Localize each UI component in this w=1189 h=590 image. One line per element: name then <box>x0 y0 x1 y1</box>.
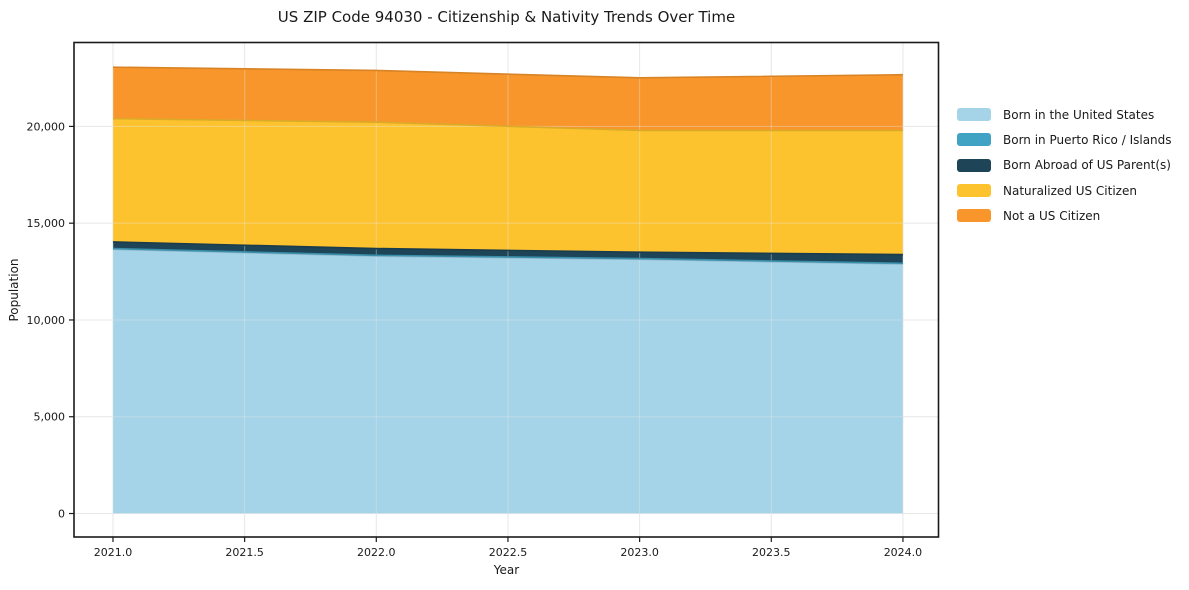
area-born-in-the-united-states <box>112 249 903 514</box>
legend-item-naturalized-us-citizen: Naturalized US Citizen <box>957 178 1172 203</box>
legend-label: Born in Puerto Rico / Islands <box>1003 132 1172 147</box>
chart-title: US ZIP Code 94030 - Citizenship & Nativi… <box>277 8 736 26</box>
legend-swatch <box>957 108 991 122</box>
y-tick-label: 10,000 <box>27 314 66 327</box>
x-tick-label: 2022.0 <box>357 546 396 559</box>
legend-label: Naturalized US Citizen <box>1003 183 1137 198</box>
y-axis-label: Population <box>7 258 21 322</box>
legend-item-not-a-us-citizen: Not a US Citizen <box>957 203 1172 228</box>
x-axis-label: Year <box>493 563 520 577</box>
area-edge-born-abroad-of-us-parent-s <box>112 241 903 256</box>
area-naturalized-us-citizen <box>112 118 903 255</box>
legend-swatch <box>957 184 991 198</box>
legend-swatch <box>957 133 991 147</box>
x-tick-label: 2024.0 <box>884 546 923 559</box>
legend-item-born-in-the-united-states: Born in the United States <box>957 102 1172 127</box>
legend-item-born-in-puerto-rico-islands: Born in Puerto Rico / Islands <box>957 127 1172 152</box>
y-tick-label: 20,000 <box>27 120 66 133</box>
area-not-a-us-citizen <box>112 67 903 131</box>
y-tick-label: 0 <box>58 508 65 521</box>
legend-swatch <box>957 158 991 172</box>
legend-label: Not a US Citizen <box>1003 208 1101 223</box>
x-tick-label: 2023.0 <box>620 546 659 559</box>
area-edge-not-a-us-citizen <box>112 66 903 79</box>
x-tick-label: 2023.5 <box>752 546 791 559</box>
legend-swatch <box>957 209 991 223</box>
x-tick-label: 2021.0 <box>94 546 133 559</box>
legend: Born in the United States Born in Puerto … <box>957 102 1172 228</box>
legend-label: Born in the United States <box>1003 107 1155 122</box>
area-edge-born-in-puerto-rico-islands <box>112 247 903 265</box>
area-edge-naturalized-us-citizen <box>112 117 903 132</box>
x-tick-label: 2022.5 <box>489 546 528 559</box>
legend-label: Born Abroad of US Parent(s) <box>1003 158 1171 173</box>
y-tick-label: 15,000 <box>27 217 66 230</box>
x-tick-label: 2021.5 <box>225 546 264 559</box>
plot-border <box>73 41 940 538</box>
y-tick-label: 5,000 <box>34 411 66 424</box>
legend-item-born-abroad-of-us-parent-s: Born Abroad of US Parent(s) <box>957 153 1172 178</box>
